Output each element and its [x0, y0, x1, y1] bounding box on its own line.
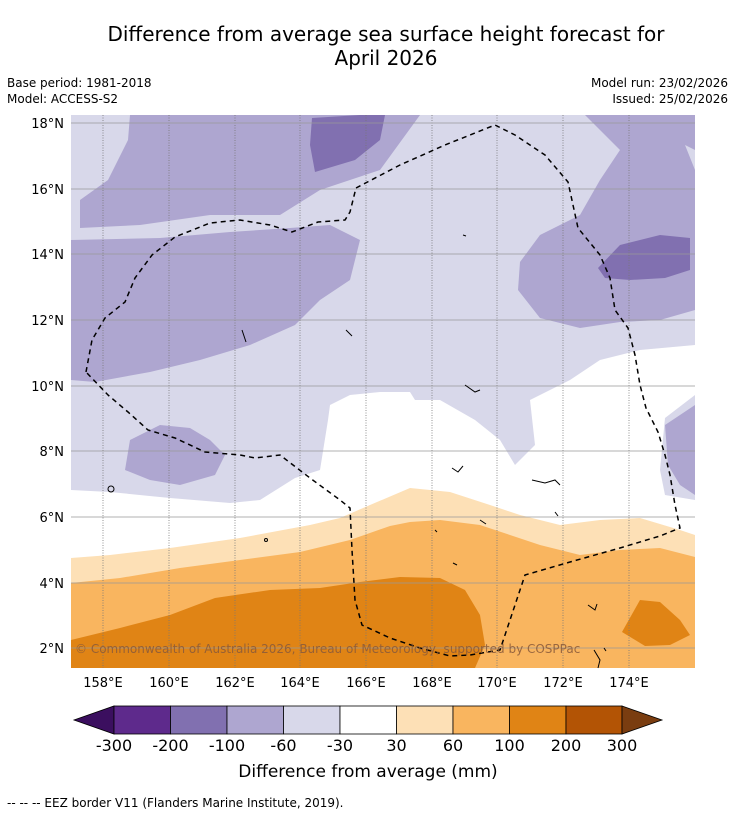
contour-fields: [71, 115, 695, 668]
colorbar-tick: -200: [152, 736, 188, 755]
island-4: [451, 465, 464, 473]
colorbar-ticks: -300 -200 -100 -60 -30 30 60 100 200 300: [96, 736, 637, 755]
field-100-200: [71, 577, 485, 668]
parallels: [71, 122, 695, 649]
eez-footnote: -- -- -- EEZ border V11 (Flanders Marine…: [7, 796, 344, 810]
issued-date: Issued: 25/02/2026: [612, 92, 728, 106]
chart-title: Difference from average sea surface heig…: [0, 22, 736, 70]
lat-label: 12°N: [31, 314, 64, 329]
island-9: [345, 329, 353, 337]
colorbar-bin: [113, 705, 171, 735]
colorbar-tick: 200: [551, 736, 582, 755]
lat-labels: 18°N 16°N 14°N 12°N 10°N 8°N 6°N 4°N 2°N: [31, 117, 64, 657]
islands: [107, 234, 607, 669]
colorbar-bin: [226, 705, 284, 735]
model-name: Model: ACCESS-S2: [7, 92, 119, 106]
lon-label: 164°E: [280, 676, 320, 691]
lat-label: 10°N: [31, 380, 64, 395]
lat-label: 6°N: [40, 511, 65, 526]
field-m200-m100-east: [598, 235, 690, 280]
island-7: [593, 649, 601, 669]
island-13: [434, 529, 438, 533]
field-m100-m60-southeast: [665, 405, 695, 495]
copyright-text: © Commonwealth of Australia 2026, Bureau…: [75, 642, 580, 656]
colorbar-label: Difference from average (mm): [238, 762, 498, 782]
island-10: [462, 234, 467, 237]
eez-border: [85, 124, 681, 657]
lon-label: 170°E: [477, 676, 517, 691]
island-6: [587, 603, 598, 611]
colorbar-tick: -30: [327, 736, 353, 755]
model-run: Model run: 23/02/2026: [590, 76, 728, 90]
title-line-2: April 2026: [334, 46, 438, 70]
colorbar-bin: [396, 705, 454, 735]
colorbar-bin: [565, 705, 623, 735]
colorbar-tick: 60: [443, 736, 463, 755]
lon-label: 160°E: [149, 676, 189, 691]
field-100-200-east: [622, 600, 690, 646]
meta-left: Base period: 1981-2018 Model: ACCESS-S2: [7, 75, 152, 107]
lon-label: 174°E: [609, 676, 649, 691]
island-2: [264, 538, 268, 542]
lon-label: 166°E: [346, 676, 386, 691]
island-14: [452, 562, 458, 566]
title-line-1: Difference from average sea surface heig…: [107, 22, 665, 46]
island-3: [531, 479, 561, 486]
colorbar-tick: 300: [607, 736, 638, 755]
colorbar-bin: [339, 705, 397, 735]
lat-label: 2°N: [40, 642, 65, 657]
colorbar-tick: 30: [386, 736, 406, 755]
island-8: [241, 329, 247, 343]
field-m100-m60-south: [125, 425, 225, 485]
island-15: [603, 647, 607, 652]
colorbar-bin: [170, 705, 228, 735]
colorbar: [72, 705, 664, 735]
colorbar-bin: [509, 705, 567, 735]
island-12: [554, 511, 559, 517]
island-1: [107, 485, 115, 493]
grid: [102, 115, 630, 668]
colorbar-bin: [452, 705, 510, 735]
colorbar-tick: 100: [494, 736, 525, 755]
colorbar-tick: -60: [270, 736, 296, 755]
field-m100-m60-west: [71, 225, 360, 382]
colorbar-bin: [283, 705, 341, 735]
lat-label: 14°N: [31, 248, 64, 263]
lat-label: 4°N: [40, 577, 65, 592]
lat-label: 16°N: [31, 183, 64, 198]
colorbar-tick: -300: [96, 736, 132, 755]
colorbar-lower-extension: [72, 705, 115, 735]
lon-label: 172°E: [543, 676, 583, 691]
island-5: [479, 519, 487, 525]
lon-label: 158°E: [83, 676, 123, 691]
island-11: [464, 384, 481, 393]
field-m200-m100-north: [310, 115, 385, 172]
colorbar-tick: -100: [209, 736, 245, 755]
lat-label: 8°N: [40, 445, 65, 460]
meta-right: Model run: 23/02/2026 Issued: 25/02/2026: [591, 75, 728, 107]
lat-label: 18°N: [31, 117, 64, 132]
lon-labels: 158°E 160°E 162°E 164°E 166°E 168°E 170°…: [83, 676, 649, 691]
lon-label: 162°E: [215, 676, 255, 691]
lon-label: 168°E: [412, 676, 452, 691]
base-period: Base period: 1981-2018: [7, 76, 152, 90]
colorbar-upper-extension: [621, 705, 664, 735]
